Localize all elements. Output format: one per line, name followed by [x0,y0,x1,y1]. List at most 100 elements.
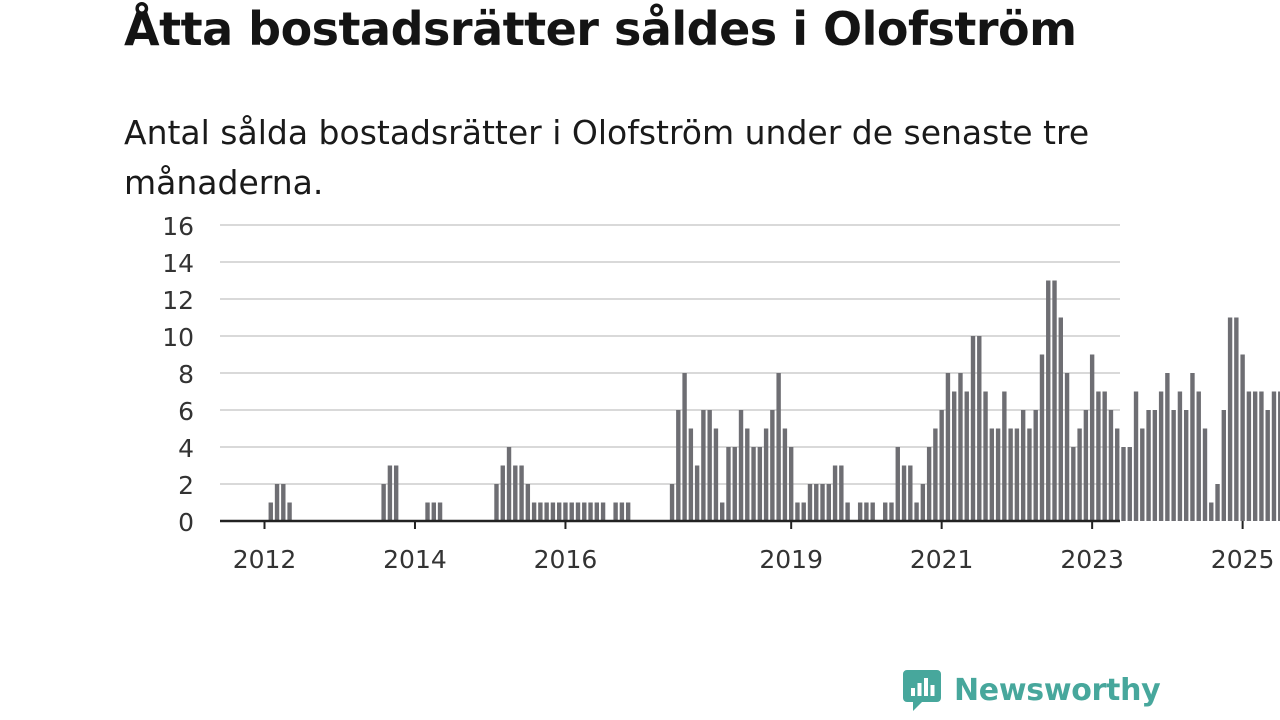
bar [770,410,775,521]
bar [1252,391,1258,521]
bar [707,410,712,521]
bar [1215,484,1220,521]
bar [1102,391,1107,521]
bar [500,465,505,521]
bar [1271,391,1277,521]
bar [1020,410,1026,521]
bar [274,484,280,521]
y-tick-label: 4 [178,434,194,463]
bar [613,502,618,521]
bar [688,428,694,521]
bar [1033,410,1038,521]
bar [732,447,737,521]
bar [1096,391,1101,521]
bar [625,502,631,521]
x-tick-label: 2012 [233,545,297,574]
bar [1196,391,1201,521]
bar [970,336,976,521]
bar [801,502,806,521]
newsworthy-logo-icon [903,670,941,711]
bar [1108,410,1114,521]
bar [726,447,731,521]
bar [600,502,606,521]
y-axis-ticks: 0 2 4 6 8 10 12 14 16 [162,212,194,537]
bar [807,484,813,521]
bar [669,484,675,521]
bar [563,502,568,521]
bars [268,280,1280,521]
bar [506,447,512,521]
bar [870,502,875,521]
bar [757,447,763,521]
bar [1152,410,1158,521]
bar [431,502,436,521]
bar [525,484,531,521]
bar [958,373,963,521]
bar [995,428,1001,521]
bar [1202,428,1208,521]
bar [676,410,681,521]
bar [1265,410,1270,521]
bar [494,484,499,521]
bar [287,502,292,521]
bar [1089,354,1095,521]
bar [857,502,863,521]
bar [814,484,819,521]
bar [1002,391,1007,521]
bar [964,391,969,521]
bar [1140,428,1145,521]
bar [908,465,913,521]
bar [682,373,687,521]
bar [889,502,894,521]
bar [795,502,800,521]
bar [1259,391,1264,521]
bar [393,465,399,521]
bar [713,428,719,521]
bar [977,336,982,521]
bar [864,502,869,521]
bar [556,502,562,521]
bar [926,447,932,521]
bar [550,502,556,521]
bar [1077,428,1082,521]
bar [569,502,574,521]
bar [1133,391,1139,521]
bar [1083,410,1089,521]
bar [1121,447,1126,521]
bar [1158,391,1164,521]
bar [1246,391,1252,521]
y-tick-label: 16 [162,212,194,241]
x-tick-label: 2025 [1211,545,1275,574]
y-tick-label: 6 [178,397,194,426]
bar [920,484,926,521]
bar [820,484,825,521]
bar [1052,280,1057,521]
y-tick-label: 0 [178,508,194,537]
bar [1209,502,1214,521]
bar [425,502,430,521]
bar [782,428,788,521]
chart-subtitle: Antal sålda bostadsrätter i Olofström un… [124,113,1090,202]
bar [1058,317,1063,521]
bar [1115,428,1120,521]
bar [1027,428,1032,521]
bar [1165,373,1170,521]
bar [1278,391,1280,521]
bar [989,428,995,521]
bar [381,484,386,521]
bar [594,502,600,521]
gridlines [220,224,1120,485]
chart-title: Åtta bostadsrätter såldes i Olofström [124,2,1077,56]
bar [839,465,844,521]
bar [883,502,888,521]
bar [1014,428,1020,521]
bar [776,373,781,521]
bar [788,447,794,521]
bar [701,410,706,521]
bar [1064,373,1070,521]
bar [945,373,951,521]
bar [281,484,286,521]
bar [588,502,593,521]
bar [1183,410,1189,521]
bar [826,484,831,521]
